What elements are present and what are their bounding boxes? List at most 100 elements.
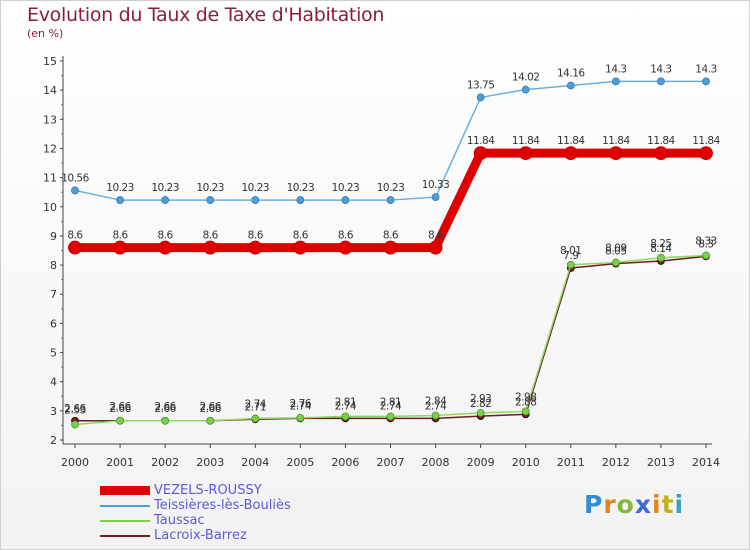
data-point-0 bbox=[203, 240, 218, 255]
data-point-2 bbox=[611, 258, 620, 267]
legend: VEZELS-ROUSSY Teissières-lès-Bouliès Tau… bbox=[100, 483, 291, 543]
x-tick-label: 2005 bbox=[286, 456, 314, 469]
data-label-0: 8.6 bbox=[428, 230, 444, 242]
y-tick-label: 11 bbox=[43, 172, 57, 185]
data-label-0: 8.6 bbox=[158, 230, 174, 242]
data-label-0: 8.6 bbox=[293, 230, 309, 242]
x-tick-label: 2003 bbox=[196, 456, 224, 469]
data-label-3: 2.74 bbox=[290, 400, 312, 412]
data-point-0 bbox=[518, 146, 533, 161]
data-label-3: 8.14 bbox=[650, 243, 672, 255]
data-label-2: 2.66 bbox=[154, 401, 176, 413]
data-point-1 bbox=[702, 77, 710, 86]
data-label-3: 2.66 bbox=[154, 403, 176, 415]
data-point-2 bbox=[702, 251, 710, 260]
data-point-0 bbox=[113, 240, 127, 255]
data-label-0: 8.6 bbox=[338, 230, 354, 242]
data-label-2: 8.33 bbox=[695, 235, 716, 247]
data-point-0 bbox=[473, 146, 488, 161]
data-label-2: 8.25 bbox=[650, 238, 671, 250]
data-label-0: 8.6 bbox=[112, 230, 128, 242]
x-tick-label: 2007 bbox=[377, 456, 405, 469]
data-label-1: 10.23 bbox=[151, 182, 179, 194]
y-tick-label: 12 bbox=[43, 142, 57, 155]
data-label-1: 14.3 bbox=[650, 63, 671, 75]
y-tick-label: 7 bbox=[50, 288, 57, 301]
legend-label-vezels-roussy: VEZELS-ROUSSY bbox=[154, 483, 262, 498]
data-point-0 bbox=[383, 240, 398, 255]
data-label-2: 2.84 bbox=[425, 396, 447, 408]
data-point-1 bbox=[116, 196, 124, 204]
x-tick-label: 2010 bbox=[512, 456, 540, 469]
data-point-2 bbox=[476, 408, 485, 417]
data-label-3: 8.3 bbox=[698, 238, 713, 250]
x-tick-label: 2004 bbox=[241, 456, 269, 469]
x-tick-label: 2011 bbox=[557, 456, 585, 469]
data-point-0 bbox=[248, 240, 263, 255]
legend-label-teissieres: Teissières-lès-Bouliès bbox=[154, 498, 291, 513]
data-label-0: 8.6 bbox=[203, 230, 219, 242]
x-tick-label: 2006 bbox=[331, 456, 359, 469]
legend-item-taussac[interactable]: Taussac bbox=[100, 513, 291, 528]
data-point-1 bbox=[296, 196, 305, 204]
data-label-1: 14.3 bbox=[695, 63, 716, 75]
data-label-1: 14.02 bbox=[512, 72, 540, 84]
data-point-0 bbox=[158, 240, 173, 255]
data-label-3: 2.74 bbox=[335, 400, 357, 412]
legend-item-teissieres[interactable]: Teissières-lès-Bouliès bbox=[100, 498, 291, 513]
data-label-0: 8.6 bbox=[383, 230, 399, 242]
y-tick-label: 6 bbox=[50, 317, 57, 330]
data-point-1 bbox=[476, 93, 485, 102]
data-point-1 bbox=[431, 193, 440, 202]
y-tick-label: 2 bbox=[50, 434, 57, 447]
data-point-0 bbox=[563, 146, 578, 161]
data-point-1 bbox=[657, 77, 665, 86]
data-point-2 bbox=[566, 260, 575, 269]
data-label-3: 2.71 bbox=[245, 401, 266, 413]
y-tick-label: 5 bbox=[50, 347, 57, 360]
data-label-2: 2.53 bbox=[64, 405, 85, 417]
legend-swatch-teissieres bbox=[100, 504, 150, 507]
data-point-2 bbox=[386, 412, 395, 421]
data-point-1 bbox=[341, 196, 350, 204]
data-label-0: 11.84 bbox=[512, 135, 540, 147]
data-point-2 bbox=[521, 407, 530, 416]
data-label-1: 10.23 bbox=[332, 182, 360, 194]
data-point-1 bbox=[251, 196, 260, 204]
legend-item-lacroix-barrez[interactable]: Lacroix-Barrez bbox=[100, 528, 291, 543]
data-label-3: 8.05 bbox=[605, 246, 626, 258]
y-tick-label: 14 bbox=[43, 84, 57, 97]
data-label-0: 11.84 bbox=[692, 135, 720, 147]
data-label-1: 10.23 bbox=[196, 182, 224, 194]
data-label-1: 10.56 bbox=[61, 172, 89, 184]
data-label-3: 2.66 bbox=[200, 403, 222, 415]
y-tick-label: 10 bbox=[43, 201, 57, 214]
data-point-1 bbox=[206, 196, 215, 204]
data-label-0: 11.84 bbox=[557, 135, 585, 147]
data-point-0 bbox=[68, 240, 82, 255]
data-label-3: 2.66 bbox=[109, 403, 131, 415]
data-point-0 bbox=[428, 240, 443, 255]
data-label-0: 8.6 bbox=[248, 230, 264, 242]
legend-swatch-vezels-roussy bbox=[100, 486, 150, 495]
data-point-0 bbox=[654, 146, 668, 161]
data-point-0 bbox=[699, 146, 713, 161]
data-point-0 bbox=[338, 240, 353, 255]
data-point-1 bbox=[566, 81, 575, 90]
legend-swatch-taussac bbox=[100, 519, 150, 522]
data-point-2 bbox=[116, 416, 124, 425]
x-tick-label: 2002 bbox=[151, 456, 179, 469]
data-point-2 bbox=[296, 413, 305, 422]
data-label-1: 14.3 bbox=[605, 63, 626, 75]
data-label-3: 2.82 bbox=[470, 398, 491, 410]
y-tick-label: 3 bbox=[50, 405, 57, 418]
data-label-2: 2.74 bbox=[245, 398, 267, 410]
data-point-1 bbox=[521, 85, 530, 94]
data-label-2: 8.09 bbox=[605, 242, 626, 254]
y-tick-label: 15 bbox=[43, 55, 57, 68]
x-tick-label: 2001 bbox=[106, 456, 134, 469]
data-point-1 bbox=[611, 77, 620, 86]
legend-item-vezels-roussy[interactable]: VEZELS-ROUSSY bbox=[100, 483, 291, 498]
x-tick-label: 2014 bbox=[692, 456, 720, 469]
